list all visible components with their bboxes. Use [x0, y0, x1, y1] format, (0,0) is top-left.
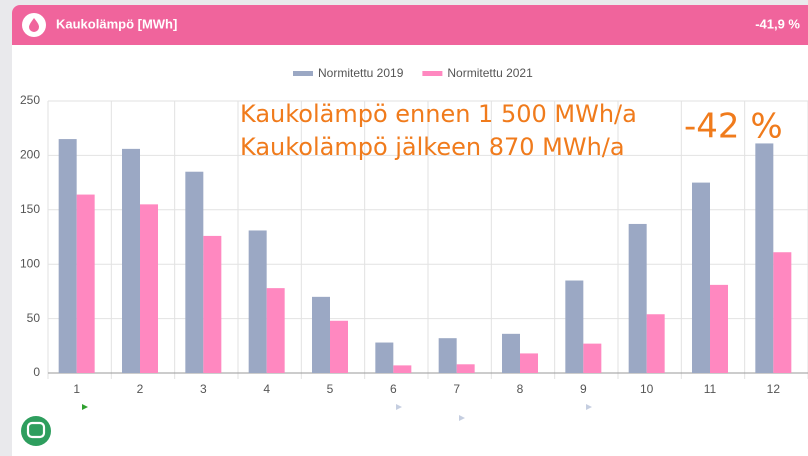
x-tick-label: 12 [767, 382, 781, 396]
y-tick-label: 0 [33, 365, 40, 379]
header-bar [12, 5, 808, 45]
legend-swatch [422, 71, 443, 76]
header-title: Kaukolämpö [MWh] [56, 16, 177, 31]
bar [628, 223, 647, 373]
bar [58, 139, 77, 373]
bar [140, 204, 158, 373]
x-tick-label: 9 [580, 382, 587, 396]
y-tick-label: 250 [20, 93, 40, 107]
bar [502, 333, 520, 373]
legend-label: Normitettu 2019 [318, 66, 404, 80]
legend-swatch [293, 71, 313, 76]
x-tick-label: 7 [453, 382, 460, 396]
x-tick-label: 2 [137, 382, 144, 396]
legend-label: Normitettu 2021 [447, 66, 533, 80]
annotation: -42 % [684, 107, 783, 147]
x-tick-label: 4 [263, 382, 270, 396]
bar [248, 230, 267, 373]
bar [185, 171, 204, 373]
y-tick-label: 200 [20, 148, 40, 162]
bar [583, 343, 602, 373]
bar [76, 194, 95, 373]
x-tick-label: 11 [704, 382, 717, 396]
y-tick-label: 50 [27, 311, 41, 325]
annotation: Kaukolämpö jälkeen 870 MWh/a [240, 133, 625, 161]
x-tick-label: 5 [327, 382, 334, 396]
bar [710, 284, 728, 373]
bar [773, 252, 792, 373]
bar [312, 296, 330, 373]
bar [646, 314, 665, 373]
bar [393, 365, 412, 373]
bar [456, 364, 475, 373]
play-icon [82, 404, 88, 410]
chat-button[interactable] [21, 416, 51, 446]
header-change: -41,9 % [755, 16, 800, 31]
bar [438, 338, 457, 373]
bar [375, 342, 394, 373]
y-tick-label: 150 [20, 202, 40, 216]
bar [565, 280, 584, 373]
x-tick-label: 8 [517, 382, 524, 396]
bar [203, 235, 222, 373]
annotation: Kaukolämpö ennen 1 500 MWh/a [240, 100, 637, 128]
bar [692, 182, 710, 373]
x-tick-label: 1 [73, 382, 80, 396]
x-tick-label: 3 [200, 382, 207, 396]
bar [755, 143, 774, 373]
bar [520, 353, 538, 373]
bar [330, 320, 348, 373]
bar [122, 148, 140, 373]
bar [266, 288, 285, 373]
x-tick-label: 10 [640, 382, 654, 396]
flame-icon [29, 18, 39, 32]
x-tick-label: 6 [390, 382, 397, 396]
chat-icon [26, 421, 46, 439]
y-tick-label: 100 [20, 256, 40, 270]
